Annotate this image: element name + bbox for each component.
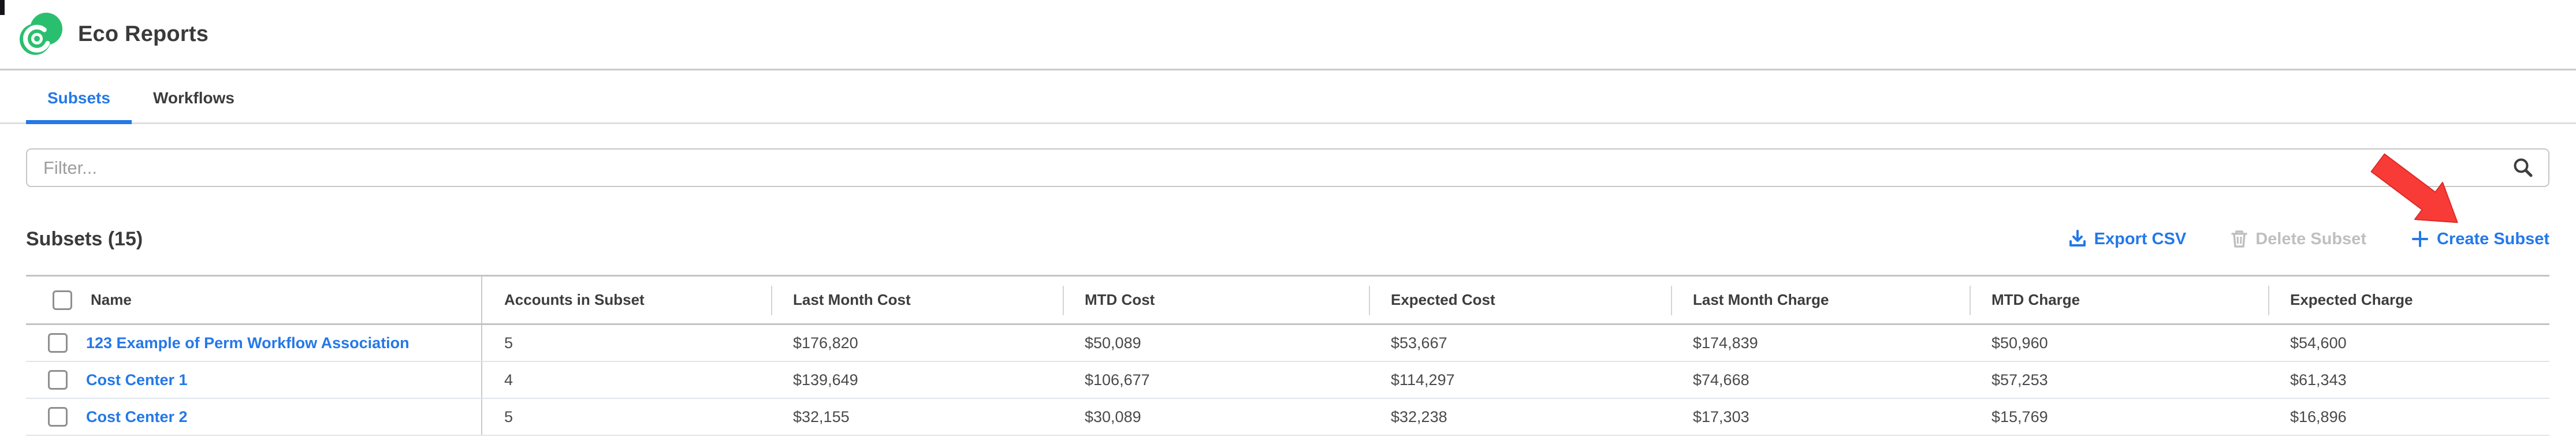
eco-logo-icon — [20, 12, 62, 55]
column-header-expected-cost[interactable]: Expected Cost — [1369, 277, 1671, 323]
download-icon — [2069, 230, 2086, 247]
table-row: 123 Example of Perm Workflow Association… — [26, 325, 2549, 362]
mtd-cost-cell: $50,089 — [1085, 334, 1141, 352]
column-header-last-month-charge[interactable]: Last Month Charge — [1671, 277, 1970, 323]
export-csv-button[interactable]: Export CSV — [2069, 229, 2187, 249]
accounts-cell: 5 — [504, 408, 513, 425]
table-row: Cost Center 1 4 $139,649 $106,677 $114,2… — [26, 362, 2549, 399]
expected-charge-cell: $54,600 — [2290, 334, 2347, 352]
filter-bar — [26, 148, 2549, 187]
row-checkbox[interactable] — [48, 333, 68, 353]
last-month-cost-cell: $32,155 — [793, 408, 850, 425]
expected-charge-cell: $61,343 — [2290, 371, 2347, 389]
toolbar-actions: Export CSV Delete Subset Create Subset — [2069, 230, 2549, 249]
name-cell: Cost Center 2 — [26, 399, 482, 435]
table-header-row: Name Accounts in Subset Last Month Cost … — [26, 277, 2549, 325]
page-title: Eco Reports — [78, 22, 209, 46]
select-all-checkbox[interactable] — [53, 290, 72, 310]
filter-input[interactable] — [26, 148, 2549, 187]
screenshot-corner-artifact — [0, 0, 5, 15]
tab-subsets-label: Subsets — [47, 89, 110, 107]
last-month-cost-cell: $139,649 — [793, 371, 858, 389]
column-header-last-month-cost[interactable]: Last Month Cost — [771, 277, 1063, 323]
export-csv-label: Export CSV — [2094, 229, 2187, 248]
row-checkbox[interactable] — [48, 370, 68, 390]
expected-cost-cell: $53,667 — [1391, 334, 1447, 352]
expected-cost-cell: $32,238 — [1391, 408, 1447, 425]
last-month-cost-cell: $176,820 — [793, 334, 858, 352]
column-header-name-label: Name — [91, 291, 132, 308]
create-subset-button[interactable]: Create Subset — [2411, 230, 2549, 249]
mtd-cost-cell: $30,089 — [1085, 408, 1141, 425]
column-header-expected-charge[interactable]: Expected Charge — [2268, 277, 2549, 323]
subset-link[interactable]: Cost Center 1 — [86, 371, 188, 389]
plus-icon — [2411, 231, 2428, 247]
app-header: Eco Reports — [0, 0, 2576, 70]
subsets-table: Name Accounts in Subset Last Month Cost … — [26, 275, 2549, 436]
last-month-charge-cell: $74,668 — [1693, 371, 1749, 389]
name-cell: 123 Example of Perm Workflow Association — [26, 325, 482, 361]
tab-workflows-label: Workflows — [152, 89, 234, 107]
last-month-charge-cell: $17,303 — [1693, 408, 1749, 425]
search-icon[interactable] — [2511, 156, 2534, 180]
subset-link[interactable]: 123 Example of Perm Workflow Association — [86, 334, 410, 352]
delete-subset-label: Delete Subset — [2255, 229, 2366, 248]
mtd-charge-cell: $57,253 — [1991, 371, 2048, 389]
column-header-accounts-in-subset[interactable]: Accounts in Subset — [504, 291, 645, 308]
delete-subset-button[interactable]: Delete Subset — [2231, 230, 2366, 249]
column-header-name[interactable]: Name — [26, 277, 482, 323]
create-subset-label: Create Subset — [2436, 229, 2549, 248]
subsets-count-heading: Subsets (15) — [26, 227, 143, 250]
mtd-charge-cell: $50,960 — [1991, 334, 2048, 352]
trash-icon — [2231, 230, 2247, 248]
name-cell: Cost Center 1 — [26, 362, 482, 398]
table-row: Cost Center 2 5 $32,155 $30,089 $32,238 … — [26, 399, 2549, 436]
expected-charge-cell: $16,896 — [2290, 408, 2347, 425]
accounts-cell: 4 — [504, 371, 513, 389]
accounts-cell: 5 — [504, 334, 513, 352]
subset-link[interactable]: Cost Center 2 — [86, 408, 188, 425]
mtd-charge-cell: $15,769 — [1991, 408, 2048, 425]
tab-workflows[interactable]: Workflows — [132, 70, 256, 122]
expected-cost-cell: $114,297 — [1391, 371, 1455, 389]
tab-subsets[interactable]: Subsets — [26, 70, 132, 124]
subsets-toolbar: Subsets (15) Export CSV Delete Subset — [26, 221, 2549, 257]
mtd-cost-cell: $106,677 — [1085, 371, 1150, 389]
row-checkbox[interactable] — [48, 407, 68, 427]
last-month-charge-cell: $174,839 — [1693, 334, 1758, 352]
column-header-mtd-charge[interactable]: MTD Charge — [1970, 277, 2268, 323]
column-header-mtd-cost[interactable]: MTD Cost — [1063, 277, 1369, 323]
tab-bar: Subsets Workflows — [0, 70, 2576, 124]
